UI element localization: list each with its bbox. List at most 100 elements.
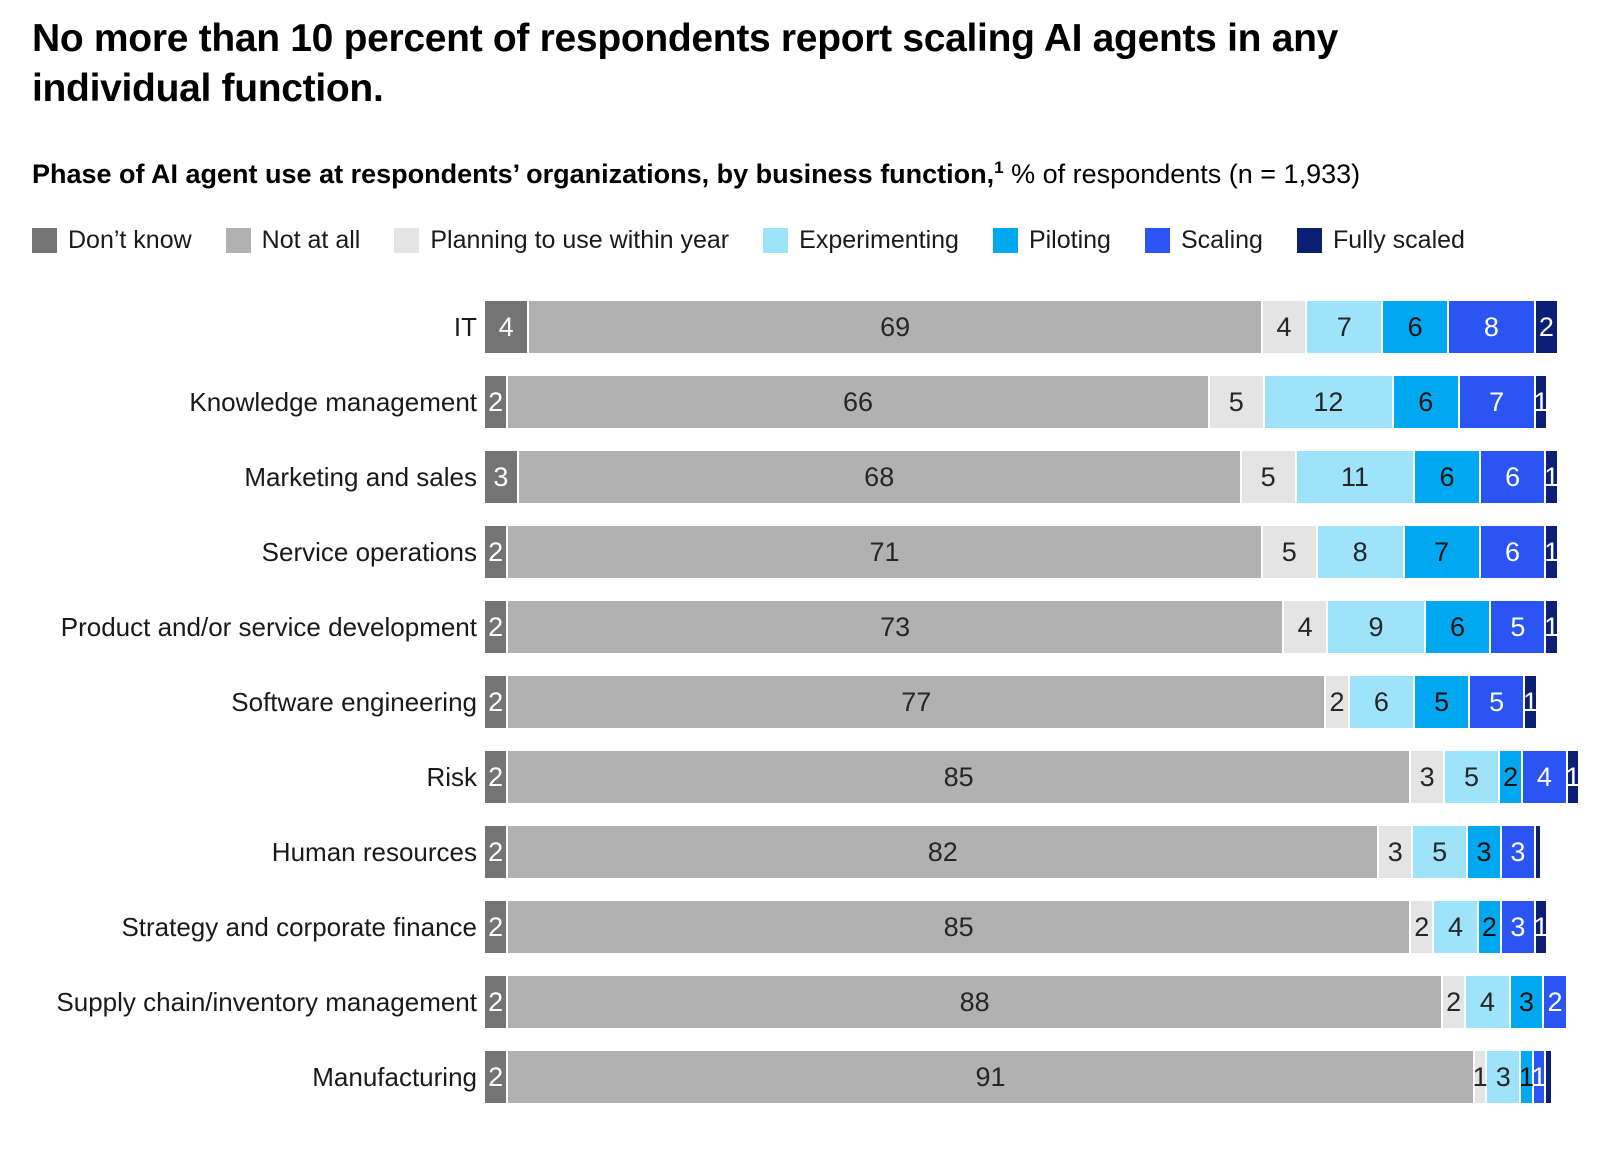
bar-segment-fully-scaled: 1	[1534, 376, 1549, 429]
bar-segment-piloting: 6	[1383, 301, 1447, 354]
bar-segment-planning-to-use-within-year: 1	[1473, 1051, 1488, 1104]
chart-subtitle: Phase of AI agent use at respondents’ or…	[32, 158, 1584, 190]
legend-swatch-fully-scaled	[1296, 228, 1322, 254]
bar-segment-piloting: 6	[1425, 601, 1490, 654]
legend-item-experimenting: Experimenting	[763, 226, 959, 255]
bar-segment-don-t-know: 4	[485, 301, 528, 354]
footnote-marker: 1	[994, 157, 1004, 177]
bar-segment-don-t-know: 2	[485, 901, 507, 954]
bar-segment-scaling: 3	[1501, 901, 1534, 954]
legend-item-scaling: Scaling	[1144, 226, 1263, 255]
bar-segment-planning-to-use-within-year: 5	[1262, 526, 1316, 579]
chart-row-knowledge-management: Knowledge management 2 66 5 12 6 7 1	[32, 376, 1584, 429]
bar-segment-don-t-know: 2	[485, 1051, 507, 1104]
chart-row-supply-chain-inventory-management: Supply chain/inventory management 2 88 2 4 3 2	[32, 976, 1584, 1029]
chart-row-manufacturing: Manufacturing 2 91 1 3 1 1	[32, 1051, 1584, 1104]
row-label: Service operations	[261, 536, 477, 567]
stacked-bar: 2 73 4 9 6 5 1	[485, 601, 1559, 654]
bar-segment-fully-scaled: 2	[1535, 301, 1557, 354]
bar-segment-not-at-all: 88	[508, 976, 1441, 1029]
bar-segment-planning-to-use-within-year: 2	[1326, 676, 1348, 729]
bar-segment-experimenting: 4	[1466, 976, 1509, 1029]
row-label: Product and/or service development	[60, 611, 477, 642]
row-label: Software engineering	[231, 686, 477, 717]
stacked-bar: 2 77 2 6 5 5 1	[485, 676, 1538, 729]
bar-segment-experimenting: 5	[1413, 826, 1467, 879]
legend-label: Not at all	[261, 226, 361, 255]
bar-segment-experimenting: 8	[1317, 526, 1403, 579]
bar-segment-experimenting: 12	[1264, 376, 1392, 429]
bar-segment-scaling: 8	[1448, 301, 1534, 354]
bar-segment-scaling: 6	[1480, 526, 1545, 579]
bar-segment-experimenting: 11	[1296, 451, 1414, 504]
stacked-bar: 2 91 1 3 1 1	[485, 1051, 1551, 1104]
bar-segment-piloting: 6	[1415, 451, 1479, 504]
bar-segment-experimenting: 9	[1328, 601, 1424, 654]
bar-segment-experimenting: 7	[1307, 301, 1382, 354]
stacked-bar: 2 88 2 4 3 2	[485, 976, 1566, 1029]
stacked-bar: 2 66 5 12 6 7 1	[485, 376, 1549, 429]
bar-segment-scaling: 2	[1544, 976, 1566, 1029]
bar-segment-don-t-know: 2	[485, 676, 507, 729]
legend-label: Scaling	[1180, 226, 1263, 255]
legend-swatch-don-t-know	[32, 228, 57, 254]
legend-swatch-not-at-all	[225, 228, 251, 254]
bar-segment-don-t-know: 2	[485, 526, 507, 579]
bar-segment-experimenting: 3	[1487, 1051, 1520, 1104]
chart-row-marketing-and-sales: Marketing and sales 3 68 5 11 6 6 1	[32, 451, 1584, 504]
bar-segment-planning-to-use-within-year: 4	[1283, 601, 1327, 654]
chart-row-software-engineering: Software engineering 2 77 2 6 5 5 1	[32, 676, 1584, 729]
bar-segment-not-at-all: 69	[529, 301, 1261, 354]
legend-label: Planning to use within year	[430, 226, 730, 255]
chart-row-risk: Risk 2 85 3 5 2 4 1	[32, 751, 1584, 804]
bar-segment-scaling: 5	[1491, 601, 1545, 654]
stacked-bar-chart: IT 4 69 4 7 6 8 2 Knowledge management 2 66 5 12 6 7 1 M…	[32, 301, 1584, 1104]
bar-segment-don-t-know: 3	[485, 451, 517, 504]
bar-segment-fully-scaled: 1	[1544, 451, 1559, 504]
bar-segment-piloting: 2	[1478, 901, 1500, 954]
stacked-bar: 2 82 3 5 3 3	[485, 826, 1540, 879]
legend-item-fully-scaled: Fully scaled	[1296, 226, 1465, 255]
bar-segment-not-at-all: 91	[508, 1051, 1473, 1104]
bar-segment-planning-to-use-within-year: 4	[1262, 301, 1306, 354]
bar-segment-fully-scaled: 1	[1523, 676, 1538, 729]
legend-swatch-scaling	[1144, 228, 1170, 254]
bar-segment-scaling: 1	[1532, 1051, 1547, 1104]
bar-segment-not-at-all: 71	[508, 526, 1261, 579]
bar-segment-not-at-all: 77	[508, 676, 1325, 729]
bar-segment-piloting: 2	[1499, 751, 1522, 804]
bar-segment-scaling: 3	[1501, 826, 1534, 879]
page-title: No more than 10 percent of respondents r…	[32, 17, 1338, 110]
bar-segment-don-t-know: 2	[485, 751, 507, 804]
bar-segment-experimenting: 5	[1444, 751, 1498, 804]
bar-segment-not-at-all: 66	[508, 376, 1208, 429]
bar-segment-experimenting: 4	[1434, 901, 1477, 954]
bar-segment-don-t-know: 2	[485, 826, 507, 879]
chart-row-service-operations: Service operations 2 71 5 8 7 6 1	[32, 526, 1584, 579]
legend-swatch-experimenting	[763, 228, 789, 254]
legend-item-piloting: Piloting	[992, 226, 1111, 255]
stacked-bar: 4 69 4 7 6 8 2	[485, 301, 1557, 354]
bar-segment-planning-to-use-within-year: 2	[1411, 901, 1433, 954]
bar-segment-don-t-know: 2	[485, 601, 507, 654]
legend: Don’t know Not at all Planning to use with…	[32, 226, 1584, 255]
bar-segment-not-at-all: 73	[508, 601, 1282, 654]
bar-segment-scaling: 7	[1459, 376, 1534, 429]
legend-label: Experimenting	[799, 226, 959, 255]
chart-row-human-resources: Human resources 2 82 3 5 3 3	[32, 826, 1584, 879]
bar-segment-experimenting: 6	[1349, 676, 1414, 729]
legend-item-planning-to-use-within-year: Planning to use within year	[394, 226, 729, 255]
bar-segment-fully-scaled: 1	[1534, 901, 1549, 954]
bar-segment-piloting: 1	[1519, 1051, 1534, 1104]
chart-row-it: IT 4 69 4 7 6 8 2	[32, 301, 1584, 354]
legend-label: Don’t know	[68, 226, 192, 255]
legend-label: Fully scaled	[1332, 226, 1465, 255]
chart-subtitle-regular: % of respondents (n = 1,933)	[1003, 158, 1361, 189]
chart-row-product-and-or-service-development: Product and/or service development 2 73 4 9 6…	[32, 601, 1584, 654]
bar-segment-piloting: 6	[1393, 376, 1458, 429]
bar-segment-fully-scaled: 1	[1544, 601, 1559, 654]
bar-segment-piloting: 5	[1415, 676, 1469, 729]
row-label: Supply chain/inventory management	[56, 986, 477, 1017]
stacked-bar: 2 85 3 5 2 4 1	[485, 751, 1580, 804]
